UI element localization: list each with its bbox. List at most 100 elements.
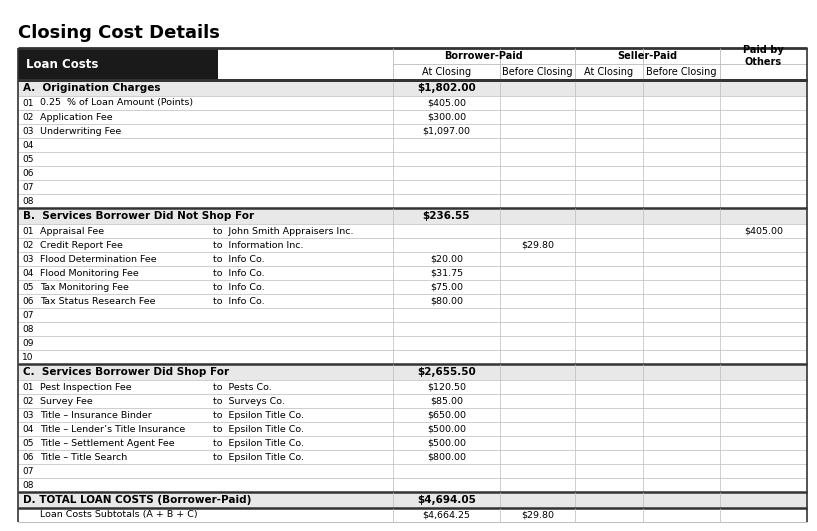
Text: $1,802.00: $1,802.00 xyxy=(417,83,475,93)
Text: Tax Status Research Fee: Tax Status Research Fee xyxy=(40,296,155,305)
Text: Paid by
Others: Paid by Others xyxy=(743,45,784,67)
Text: C.  Services Borrower Did Shop For: C. Services Borrower Did Shop For xyxy=(23,367,229,377)
Text: $4,694.05: $4,694.05 xyxy=(417,495,476,505)
Bar xyxy=(18,180,807,194)
Bar xyxy=(18,80,807,96)
Text: to  Surveys Co.: to Surveys Co. xyxy=(213,397,285,406)
Text: 05: 05 xyxy=(22,155,33,164)
Text: 06: 06 xyxy=(22,296,33,305)
Text: $120.50: $120.50 xyxy=(427,382,466,391)
Text: Seller-Paid: Seller-Paid xyxy=(618,51,677,61)
Text: Title – Insurance Binder: Title – Insurance Binder xyxy=(40,410,152,419)
Text: $236.55: $236.55 xyxy=(422,211,471,221)
Bar xyxy=(18,124,807,138)
Bar xyxy=(18,478,807,492)
Text: 10: 10 xyxy=(22,353,33,362)
Bar xyxy=(18,96,807,110)
Bar xyxy=(18,508,807,522)
Text: 09: 09 xyxy=(22,338,33,347)
Text: Pest Inspection Fee: Pest Inspection Fee xyxy=(40,382,132,391)
Text: Survey Fee: Survey Fee xyxy=(40,397,93,406)
Text: to  Epsilon Title Co.: to Epsilon Title Co. xyxy=(213,452,304,461)
Bar xyxy=(18,208,807,224)
Text: Flood Determination Fee: Flood Determination Fee xyxy=(40,254,157,263)
Bar xyxy=(18,436,807,450)
Text: $405.00: $405.00 xyxy=(427,98,466,107)
Text: Before Closing: Before Closing xyxy=(646,67,717,77)
Text: to  Epsilon Title Co.: to Epsilon Title Co. xyxy=(213,439,304,448)
Text: $85.00: $85.00 xyxy=(430,397,463,406)
Text: to  Information Inc.: to Information Inc. xyxy=(213,241,303,250)
Text: 08: 08 xyxy=(22,324,33,333)
Text: $4,664.25: $4,664.25 xyxy=(422,510,471,519)
Text: $20.00: $20.00 xyxy=(430,254,463,263)
Bar xyxy=(18,394,807,408)
Text: to  Info Co.: to Info Co. xyxy=(213,296,265,305)
Text: $405.00: $405.00 xyxy=(744,227,783,236)
Bar xyxy=(18,380,807,394)
Bar xyxy=(18,266,807,280)
Text: 04: 04 xyxy=(22,141,33,150)
Text: $75.00: $75.00 xyxy=(430,282,463,292)
Text: 01: 01 xyxy=(22,98,33,107)
Text: to  Epsilon Title Co.: to Epsilon Title Co. xyxy=(213,424,304,433)
Bar xyxy=(18,336,807,350)
Bar xyxy=(18,138,807,152)
Text: $29.80: $29.80 xyxy=(521,510,554,519)
Text: to  Info Co.: to Info Co. xyxy=(213,269,265,278)
Text: $2,655.50: $2,655.50 xyxy=(417,367,475,377)
Text: 02: 02 xyxy=(22,241,33,250)
Text: to  Info Co.: to Info Co. xyxy=(213,254,265,263)
Bar xyxy=(18,450,807,464)
Bar xyxy=(18,294,807,308)
Text: $80.00: $80.00 xyxy=(430,296,463,305)
Text: Before Closing: Before Closing xyxy=(502,67,573,77)
Text: Appraisal Fee: Appraisal Fee xyxy=(40,227,104,236)
Text: Underwriting Fee: Underwriting Fee xyxy=(40,126,121,135)
Bar xyxy=(18,166,807,180)
Bar xyxy=(18,280,807,294)
Text: A.  Origination Charges: A. Origination Charges xyxy=(23,83,160,93)
Text: $31.75: $31.75 xyxy=(430,269,463,278)
Text: D. TOTAL LOAN COSTS (Borrower-Paid): D. TOTAL LOAN COSTS (Borrower-Paid) xyxy=(23,495,252,505)
Text: to  Info Co.: to Info Co. xyxy=(213,282,265,292)
Text: 08: 08 xyxy=(22,481,33,490)
Text: 0.25  % of Loan Amount (Points): 0.25 % of Loan Amount (Points) xyxy=(40,98,193,107)
Text: Application Fee: Application Fee xyxy=(40,113,113,122)
Text: $500.00: $500.00 xyxy=(427,439,466,448)
Text: 03: 03 xyxy=(22,126,33,135)
Text: 04: 04 xyxy=(22,424,33,433)
Text: Borrower-Paid: Borrower-Paid xyxy=(444,51,524,61)
Bar xyxy=(18,364,807,380)
Bar xyxy=(18,308,807,322)
Text: $500.00: $500.00 xyxy=(427,424,466,433)
Text: Title – Settlement Agent Fee: Title – Settlement Agent Fee xyxy=(40,439,175,448)
Bar xyxy=(18,110,807,124)
Text: At Closing: At Closing xyxy=(584,67,633,77)
Text: Flood Monitoring Fee: Flood Monitoring Fee xyxy=(40,269,139,278)
Text: to  John Smith Appraisers Inc.: to John Smith Appraisers Inc. xyxy=(213,227,354,236)
Text: Tax Monitoring Fee: Tax Monitoring Fee xyxy=(40,282,129,292)
Text: to  Epsilon Title Co.: to Epsilon Title Co. xyxy=(213,410,304,419)
Bar xyxy=(18,422,807,436)
Bar xyxy=(18,194,807,208)
Text: 04: 04 xyxy=(22,269,33,278)
Text: 01: 01 xyxy=(22,382,33,391)
Text: Loan Costs: Loan Costs xyxy=(26,58,98,72)
Text: to  Pests Co.: to Pests Co. xyxy=(213,382,272,391)
Text: Closing Cost Details: Closing Cost Details xyxy=(18,24,220,42)
Text: 05: 05 xyxy=(22,439,33,448)
Text: Title – Lender’s Title Insurance: Title – Lender’s Title Insurance xyxy=(40,424,185,433)
Text: $300.00: $300.00 xyxy=(427,113,466,122)
Text: 07: 07 xyxy=(22,311,33,320)
Bar xyxy=(18,322,807,336)
Text: $650.00: $650.00 xyxy=(427,410,466,419)
Text: 03: 03 xyxy=(22,410,33,419)
Text: 07: 07 xyxy=(22,183,33,192)
Text: Credit Report Fee: Credit Report Fee xyxy=(40,241,123,250)
Bar xyxy=(18,152,807,166)
Text: 05: 05 xyxy=(22,282,33,292)
Text: $1,097.00: $1,097.00 xyxy=(422,126,471,135)
Text: B.  Services Borrower Did Not Shop For: B. Services Borrower Did Not Shop For xyxy=(23,211,254,221)
Text: 02: 02 xyxy=(22,113,33,122)
